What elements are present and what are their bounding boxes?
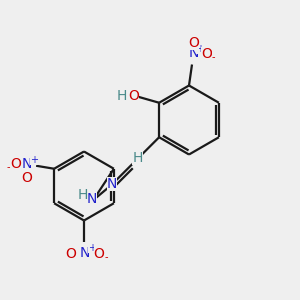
Text: O: O (66, 247, 76, 260)
Text: H: H (132, 151, 143, 165)
Text: O: O (201, 47, 212, 61)
Text: +: + (30, 155, 38, 165)
Text: O: O (21, 171, 32, 185)
Text: -: - (212, 52, 215, 62)
Text: H: H (78, 188, 88, 202)
Text: N: N (21, 157, 32, 171)
Text: N: N (87, 192, 98, 206)
Text: -: - (7, 162, 10, 172)
Text: N: N (80, 246, 90, 260)
Text: O: O (128, 89, 139, 103)
Text: -: - (105, 252, 108, 262)
Text: H: H (116, 89, 127, 103)
Text: +: + (88, 243, 96, 253)
Text: +: + (196, 44, 204, 54)
Text: O: O (188, 36, 199, 50)
Text: N: N (107, 177, 117, 191)
Text: O: O (11, 157, 22, 171)
Text: O: O (94, 247, 104, 260)
Text: N: N (188, 46, 199, 60)
